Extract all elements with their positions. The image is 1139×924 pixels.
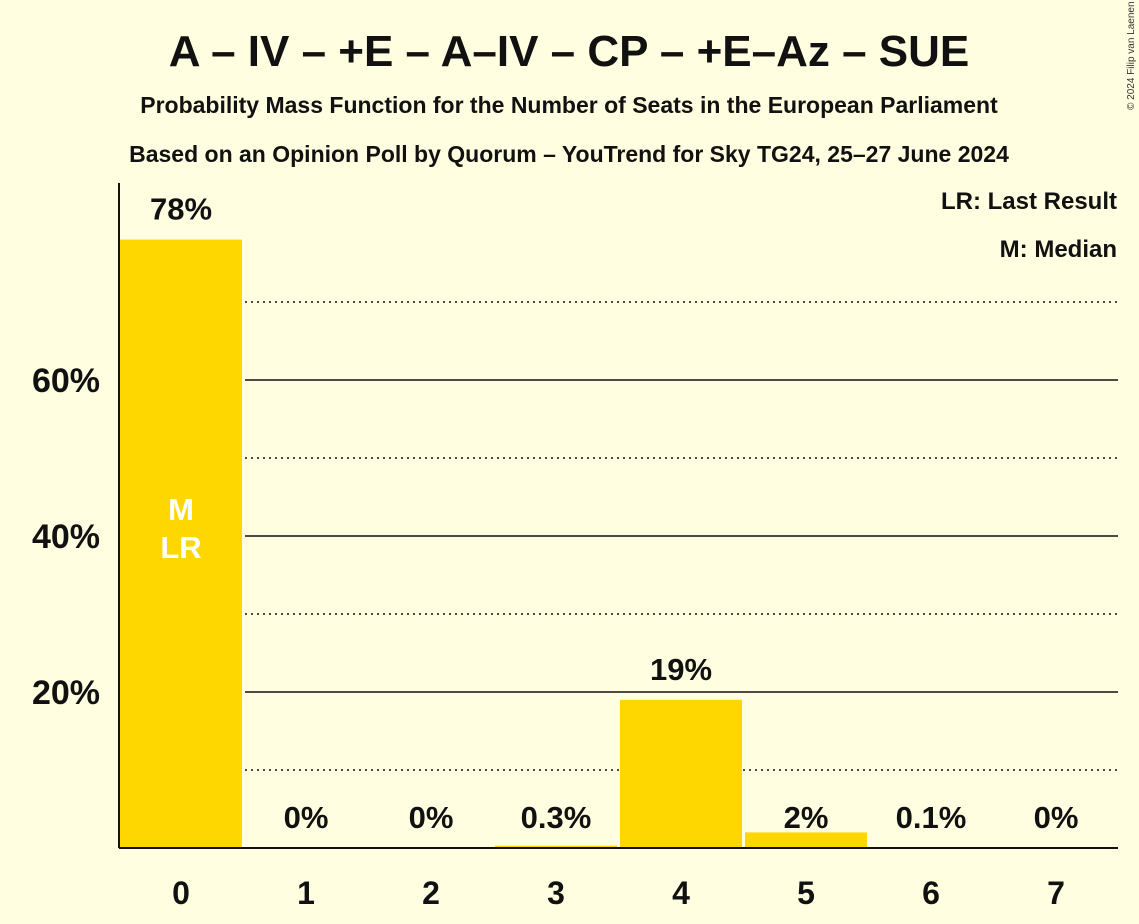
gridlines xyxy=(245,301,1118,771)
chart-subtitle: Probability Mass Function for the Number… xyxy=(140,92,998,118)
x-axis: 0 1 2 3 4 5 6 7 xyxy=(119,847,1118,911)
data-label: 0.3% xyxy=(521,800,592,835)
y-tick-label: 20% xyxy=(32,674,100,712)
bar-seats-5 xyxy=(745,832,867,848)
x-tick-label: 2 xyxy=(422,875,440,911)
data-label: 0% xyxy=(1034,800,1079,835)
chart-title: A – IV – +E – A–IV – CP – +E–Az – SUE xyxy=(169,27,970,76)
x-tick-label: 0 xyxy=(172,875,190,911)
y-axis: 20% 40% 60% xyxy=(32,183,120,848)
x-tick-label: 1 xyxy=(297,875,315,911)
x-tick-label: 5 xyxy=(797,875,815,911)
bar-marker-m: M xyxy=(168,492,194,527)
y-tick-label: 60% xyxy=(32,362,100,400)
y-tick-label: 40% xyxy=(32,518,100,556)
legend-median: M: Median xyxy=(1000,236,1117,263)
bar-seats-0 xyxy=(120,239,242,849)
chart-source-line: Based on an Opinion Poll by Quorum – You… xyxy=(129,141,1009,167)
data-label: 0.1% xyxy=(896,800,967,835)
data-labels: 78% 0% 0% 0.3% 19% 2% 0.1% 0% MLR xyxy=(150,192,1078,835)
data-label: 0% xyxy=(284,800,329,835)
bars xyxy=(120,239,992,849)
bar-seats-4 xyxy=(620,699,742,848)
x-tick-label: 7 xyxy=(1047,875,1065,911)
data-label: 19% xyxy=(650,652,712,687)
bar-seats-3 xyxy=(495,845,617,848)
copyright-notice: © 2024 Filip van Laenen xyxy=(1126,1,1137,110)
data-label: 2% xyxy=(784,800,829,835)
x-tick-label: 6 xyxy=(922,875,940,911)
data-label: 78% xyxy=(150,192,212,227)
bar-marker-lr: LR xyxy=(160,530,201,565)
data-label: 0% xyxy=(409,800,454,835)
x-tick-label: 3 xyxy=(547,875,565,911)
x-tick-label: 4 xyxy=(672,875,690,911)
legend-last-result: LR: Last Result xyxy=(941,188,1117,215)
